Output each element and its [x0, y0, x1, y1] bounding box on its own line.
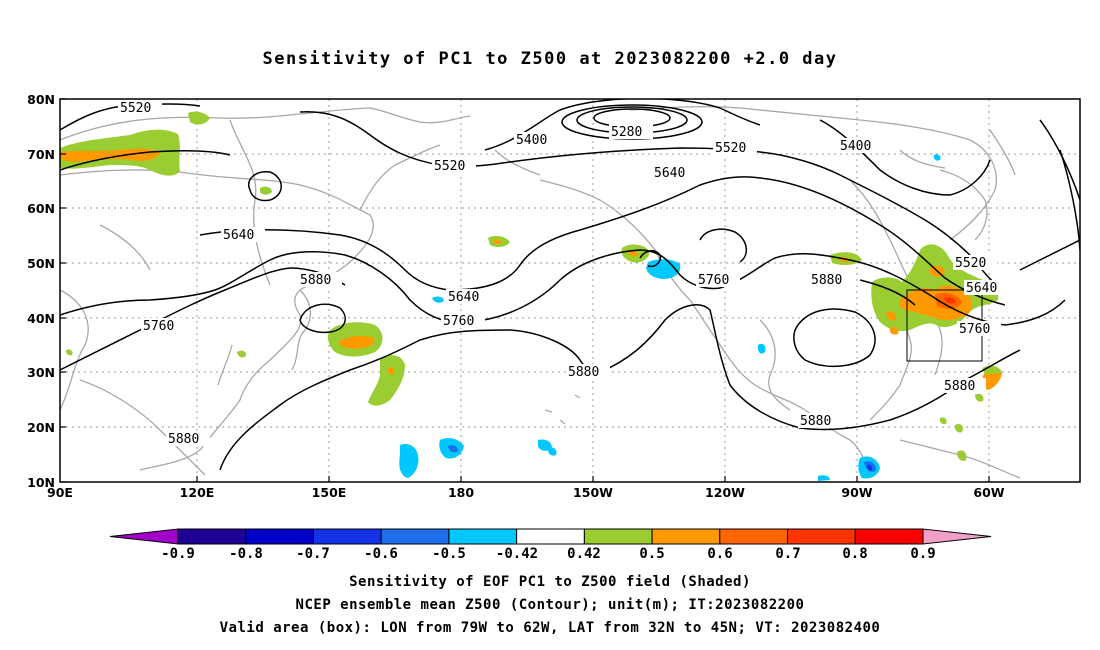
- colorbar-tick-labels: -0.9 -0.8 -0.7 -0.6 -0.5 -0.42 0.42 0.5 …: [161, 546, 936, 562]
- contour-label: 5760: [443, 314, 474, 329]
- contour-label: 5880: [944, 379, 975, 394]
- contour-label: 5640: [448, 290, 479, 305]
- colorbar-arrow-low: [109, 528, 179, 545]
- colorbar-tick-label: -0.7: [296, 546, 330, 562]
- lon-label: 90W: [841, 485, 872, 500]
- colorbar-box: [448, 528, 518, 545]
- colorbar-box: [719, 528, 789, 545]
- plot-frame: [59, 98, 1081, 483]
- colorbar-box: [516, 528, 585, 545]
- colorbar-tick-label: 0.7: [775, 546, 800, 562]
- contour-label: 5880: [568, 365, 599, 380]
- map-title: Sensitivity of PC1 to Z500 at 2023082200…: [262, 49, 838, 69]
- footer-line-valid-area: Valid area (box): LON from 79W to 62W, L…: [219, 620, 881, 636]
- colorbar-tick-label: 0.9: [910, 546, 935, 562]
- contour-label: 5880: [300, 273, 331, 288]
- colorbar-tick-label: 0.5: [639, 546, 664, 562]
- lon-label: 150W: [573, 485, 613, 500]
- lon-label: 120W: [705, 485, 745, 500]
- lon-label: 120E: [180, 485, 215, 500]
- colorbar-tick-label: 0.6: [707, 546, 732, 562]
- colorbar: [109, 528, 992, 545]
- contour-label: 5760: [143, 319, 174, 334]
- contour-label: 5760: [698, 273, 729, 288]
- contour-label: 5520: [955, 256, 986, 271]
- footer-line-contour: NCEP ensemble mean Z500 (Contour); unit(…: [295, 597, 805, 613]
- colorbar-box: [583, 528, 653, 545]
- lon-label: 180: [448, 485, 474, 500]
- lat-label: 20N: [27, 420, 55, 435]
- colorbar-tick-label: 0.42: [567, 546, 601, 562]
- colorbar-box: [245, 528, 314, 545]
- lat-label: 40N: [27, 311, 55, 326]
- lat-label: 70N: [27, 147, 55, 162]
- contour-label: 5280: [611, 125, 642, 140]
- contour-label: 5400: [516, 133, 547, 148]
- contour-label: 5880: [811, 273, 842, 288]
- colorbar-tick-label: -0.42: [496, 546, 538, 562]
- colorbar-arrow-high: [922, 528, 992, 545]
- contour-label: 5640: [223, 228, 254, 243]
- colorbar-tick-label: -0.9: [161, 546, 195, 562]
- contour-label: 5520: [434, 159, 465, 174]
- colorbar-tick-label: -0.6: [364, 546, 398, 562]
- colorbar-box: [787, 528, 856, 545]
- contour-label: 5520: [715, 141, 746, 156]
- colorbar-tick-label: -0.8: [229, 546, 263, 562]
- contour-label: 5520: [120, 101, 151, 116]
- sensitivity-shading: [60, 111, 1002, 481]
- contour-label-group: 5520 5280 5400 5520 5520 5400 5640 5640 …: [118, 100, 1008, 447]
- lat-label: 80N: [27, 92, 55, 107]
- contour-label: 5640: [654, 166, 685, 181]
- contour-label: 5880: [800, 414, 831, 429]
- lon-label: 150E: [312, 485, 347, 500]
- footer-line-shading: Sensitivity of EOF PC1 to Z500 field (Sh…: [349, 574, 751, 590]
- latitude-labels: 80N 70N 60N 50N 40N 30N 20N 10N: [27, 92, 55, 490]
- colorbar-box: [854, 528, 924, 545]
- contour-label: 5640: [966, 281, 997, 296]
- contour-label: 5880: [168, 432, 199, 447]
- colorbar-tick-label: -0.5: [432, 546, 466, 562]
- colorbar-tick-label: 0.8: [842, 546, 867, 562]
- lon-label: 90E: [47, 485, 73, 500]
- tick-marks: [60, 98, 990, 483]
- colorbar-box: [177, 528, 247, 545]
- longitude-labels: 90E 120E 150E 180 150W 120W 90W 60W: [47, 485, 1005, 500]
- lat-label: 10N: [27, 475, 55, 490]
- contour-label: 5400: [840, 139, 871, 154]
- lat-label: 30N: [27, 365, 55, 380]
- lon-label: 60W: [973, 485, 1004, 500]
- contour-label: 5760: [959, 322, 990, 337]
- lat-label: 60N: [27, 201, 55, 216]
- colorbar-box: [312, 528, 382, 545]
- lat-label: 50N: [27, 256, 55, 271]
- colorbar-box: [380, 528, 450, 545]
- colorbar-box: [651, 528, 721, 545]
